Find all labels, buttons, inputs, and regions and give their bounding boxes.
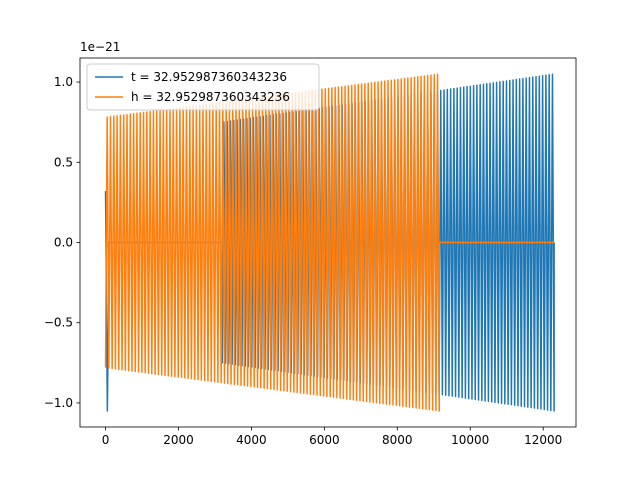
y-tick-label: −0.5 — [44, 316, 73, 330]
series-line-1 — [104, 73, 555, 412]
series-layer — [104, 73, 555, 412]
y-tick-label: −1.0 — [44, 396, 73, 410]
x-tick-label: 10000 — [451, 433, 489, 447]
y-tick-label: 0.5 — [54, 155, 73, 169]
y-tick-label: 1.0 — [54, 75, 73, 89]
legend-box — [86, 63, 320, 111]
x-tick-label: 2000 — [163, 433, 194, 447]
x-tick-label: 6000 — [309, 433, 340, 447]
x-tick-label: 4000 — [236, 433, 267, 447]
y-offset-text: 1e−21 — [80, 40, 120, 54]
y-tick-label: 0.0 — [54, 236, 73, 250]
x-axis: 0 2000 4000 6000 8000 10000 12000 — [102, 427, 562, 447]
legend: t = 32.952987360343236 h = 32.95298736034… — [86, 63, 320, 111]
x-tick-label: 8000 — [382, 433, 413, 447]
x-tick-label: 0 — [102, 433, 110, 447]
legend-label-1: h = 32.952987360343236 — [131, 90, 290, 104]
legend-label-0: t = 32.952987360343236 — [131, 70, 287, 84]
x-tick-label: 12000 — [524, 433, 562, 447]
y-axis: −1.0 −0.5 0.0 0.5 1.0 — [44, 75, 80, 410]
